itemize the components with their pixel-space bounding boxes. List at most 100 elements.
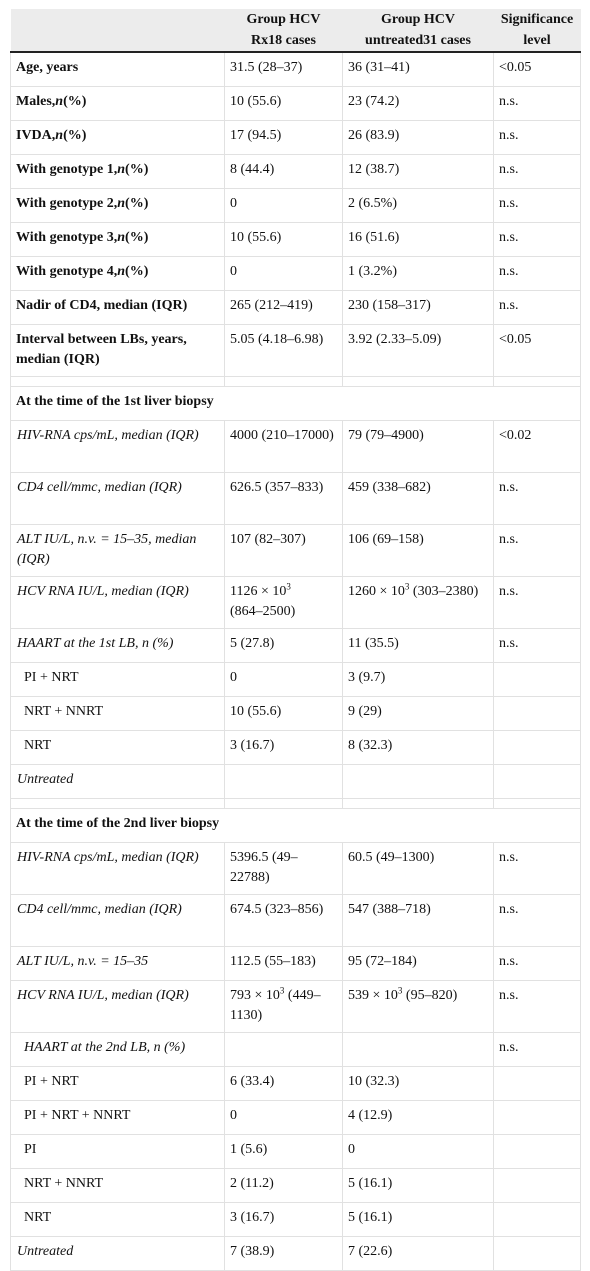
row-label: HIV-RNA cps/mL, median (IQR) <box>10 420 225 473</box>
row-label: With genotype 2,n(%) <box>10 188 225 223</box>
table-row: IVDA,n(%) 17 (94.5) 26 (83.9) n.s. <box>10 120 581 155</box>
cell-significance: n.s. <box>493 894 581 947</box>
cell-untreated: 60.5 (49–1300) <box>342 842 494 895</box>
value-exponent: 3 <box>404 581 410 592</box>
cell-rx: 626.5 (357–833) <box>224 472 343 525</box>
cell-rx: 112.5 (55–183) <box>224 946 343 981</box>
table-row: With genotype 1,n(%) 8 (44.4) 12 (38.7) … <box>10 154 581 189</box>
cell-untreated: 106 (69–158) <box>342 524 494 577</box>
row-label-pct: (%) <box>63 94 87 109</box>
cell-untreated: 5 (16.1) <box>342 1168 494 1203</box>
cell-rx: 3 (16.7) <box>224 730 343 765</box>
row-label-text: IVDA, <box>16 128 56 143</box>
cell-rx: 0 <box>224 256 343 291</box>
row-label: Nadir of CD4, median (IQR) <box>10 290 225 325</box>
cell-untreated: 1260 × 103 (303–2380) <box>342 576 494 629</box>
cell-untreated: 2 (6.5%) <box>342 188 494 223</box>
cell-significance: n.s. <box>493 86 581 121</box>
cell-untreated: 4 (12.9) <box>342 1100 494 1135</box>
cell-untreated: 16 (51.6) <box>342 222 494 257</box>
spacer-row <box>10 376 581 387</box>
table-row: NRT 3 (16.7) 5 (16.1) <box>10 1202 581 1237</box>
row-label-n: n <box>55 94 64 109</box>
cell-untreated: 3.92 (2.33–5.09) <box>342 324 494 377</box>
cell-significance: n.s. <box>493 256 581 291</box>
cell-untreated: 1 (3.2%) <box>342 256 494 291</box>
table-row: PI + NRT 0 3 (9.7) <box>10 662 581 697</box>
table-row: Untreated <box>10 764 581 799</box>
row-label-pct: (%) <box>125 264 149 279</box>
section-header-row: At the time of the 1st liver biopsy <box>10 386 581 421</box>
cell-untreated: 7 (22.6) <box>342 1236 494 1271</box>
value-mantissa: 793 × 10 <box>230 988 280 1003</box>
cell-untreated: 95 (72–184) <box>342 946 494 981</box>
table-row: Nadir of CD4, median (IQR) 265 (212–419)… <box>10 290 581 325</box>
cell-untreated: 0 <box>342 1134 494 1169</box>
cell-rx: 265 (212–419) <box>224 290 343 325</box>
table-row: HIV-RNA cps/mL, median (IQR) 5396.5 (49–… <box>10 842 581 895</box>
row-label: PI <box>10 1134 225 1169</box>
row-label: CD4 cell/mmc, median (IQR) <box>10 894 225 947</box>
header-significance: Significance level <box>493 9 581 53</box>
table-row: NRT + NNRT 10 (55.6) 9 (29) <box>10 696 581 731</box>
cell-rx: 107 (82–307) <box>224 524 343 577</box>
cell-significance <box>493 764 581 799</box>
cell-rx <box>224 764 343 799</box>
row-label: Males,n(%) <box>10 86 225 121</box>
cell-significance <box>493 730 581 765</box>
cell-untreated: 23 (74.2) <box>342 86 494 121</box>
row-label-n: n <box>117 162 126 177</box>
row-label: With genotype 1,n(%) <box>10 154 225 189</box>
row-label: Untreated <box>10 764 225 799</box>
value-range: (303–2380) <box>412 584 479 599</box>
table-row: PI + NRT + NNRT 0 4 (12.9) <box>10 1100 581 1135</box>
cell-untreated: 5 (16.1) <box>342 1202 494 1237</box>
cell-rx: 6 (33.4) <box>224 1066 343 1101</box>
value-exponent: 3 <box>286 581 291 592</box>
cell-untreated: 10 (32.3) <box>342 1066 494 1101</box>
row-label-pct: (%) <box>63 128 87 143</box>
row-label: Untreated <box>10 1236 225 1271</box>
cell-significance <box>493 1236 581 1271</box>
cell-significance: n.s. <box>493 980 581 1033</box>
cell-rx: 31.5 (28–37) <box>224 51 343 87</box>
table-row: ALT IU/L, n.v. = 15–35 112.5 (55–183) 95… <box>10 946 581 981</box>
value-range: (449–1130) <box>230 988 321 1023</box>
row-label: PI + NRT <box>10 1066 225 1101</box>
row-label: HCV RNA IU/L, median (IQR) <box>10 980 225 1033</box>
cell-untreated: 12 (38.7) <box>342 154 494 189</box>
cell-untreated: 3 (9.7) <box>342 662 494 697</box>
cell-untreated: 8 (32.3) <box>342 730 494 765</box>
row-label-n: n <box>117 196 126 211</box>
cell-significance: n.s. <box>493 188 581 223</box>
cell-untreated: 9 (29) <box>342 696 494 731</box>
cell-significance: n.s. <box>493 628 581 663</box>
row-label-text: With genotype 3, <box>16 230 118 245</box>
section-title: At the time of the 1st liver biopsy <box>10 386 581 421</box>
row-label-text: With genotype 1, <box>16 162 118 177</box>
table-row: NRT + NNRT 2 (11.2) 5 (16.1) <box>10 1168 581 1203</box>
header-label-col <box>10 9 225 53</box>
header-group-untreated: Group HCV untreated31 cases <box>342 9 494 53</box>
cell-rx: 10 (55.6) <box>224 696 343 731</box>
cell-rx: 1 (5.6) <box>224 1134 343 1169</box>
table-row: CD4 cell/mmc, median (IQR) 626.5 (357–83… <box>10 472 581 525</box>
row-label: HIV-RNA cps/mL, median (IQR) <box>10 842 225 895</box>
table-row: Interval between LBs, years, median (IQR… <box>10 324 581 377</box>
section-title: At the time of the 2nd liver biopsy <box>10 808 581 843</box>
cell-untreated: 459 (338–682) <box>342 472 494 525</box>
cell-significance <box>493 696 581 731</box>
table-row: HAART at the 1st LB, n (%) 5 (27.8) 11 (… <box>10 628 581 663</box>
cell-rx: 5.05 (4.18–6.98) <box>224 324 343 377</box>
cell-significance <box>493 1100 581 1135</box>
spacer-row <box>10 798 581 809</box>
row-label-n: n <box>117 264 126 279</box>
cell-untreated <box>342 1032 494 1067</box>
cell-untreated: 26 (83.9) <box>342 120 494 155</box>
row-label: Age, years <box>10 51 225 87</box>
cell-rx: 10 (55.6) <box>224 86 343 121</box>
row-label: With genotype 4,n(%) <box>10 256 225 291</box>
value-range: (95–820) <box>405 988 458 1003</box>
row-label: NRT + NNRT <box>10 696 225 731</box>
cell-rx: 3 (16.7) <box>224 1202 343 1237</box>
